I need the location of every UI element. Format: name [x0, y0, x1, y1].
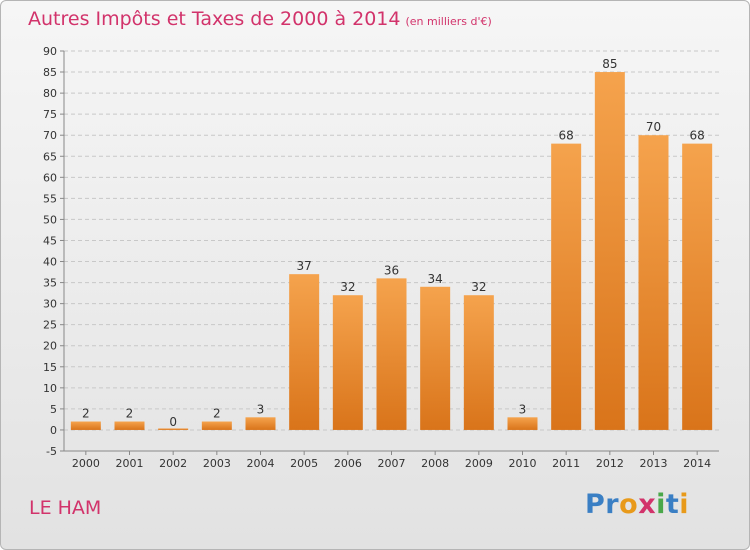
bar-2007 [376, 278, 407, 430]
bar-2009 [463, 295, 494, 430]
data-label-2007: 36 [384, 263, 399, 277]
logo-letter: i [656, 489, 666, 520]
x-tick-label: 2014 [683, 457, 711, 470]
x-tick-label: 2011 [552, 457, 580, 470]
y-tick-label: 85 [43, 66, 57, 79]
bar-2000 [70, 421, 101, 430]
y-tick-label: 80 [43, 87, 57, 100]
y-tick-label: 20 [43, 340, 57, 353]
bar-2002 [158, 428, 189, 430]
y-tick-label: 5 [50, 403, 57, 416]
x-tick-label: 2000 [72, 457, 100, 470]
y-tick-label: -5 [46, 445, 57, 458]
y-tick-label: 0 [50, 424, 57, 437]
data-label-2003: 2 [213, 407, 221, 421]
y-tick-label: 55 [43, 192, 57, 205]
x-tick-label: 2013 [640, 457, 668, 470]
bar-2008 [420, 286, 451, 430]
bar-2004 [245, 417, 276, 430]
y-tick-label: 45 [43, 234, 57, 247]
bar-2010 [507, 417, 538, 430]
y-tick-label: 70 [43, 129, 57, 142]
logo-letter: P [585, 489, 606, 520]
x-tick-label: 2003 [203, 457, 231, 470]
x-axis-labels: 2000 2001 2002 2003 2004 2005 2006 2007 2008 2009… [72, 451, 711, 470]
logo-letter: t [665, 489, 680, 520]
data-label-2010: 3 [519, 402, 527, 416]
logo-letter: i [679, 489, 690, 520]
data-label-2013: 70 [646, 120, 661, 134]
bar-2012 [594, 72, 625, 430]
data-label-2008: 34 [428, 272, 443, 286]
bars [70, 72, 713, 430]
bar-2001 [114, 421, 145, 430]
chart-title: Autres Impôts et Taxes de 2000 à 2014 (en… [28, 8, 492, 30]
y-tick-label: 15 [43, 361, 57, 374]
y-tick-label: 75 [43, 108, 57, 121]
logo-letter: r [605, 489, 620, 520]
x-tick-label: 2006 [334, 457, 362, 470]
place-name: LE HAM [29, 497, 102, 519]
y-tick-label: 50 [43, 213, 57, 226]
data-label-2006: 32 [340, 280, 355, 294]
y-tick-label: 35 [43, 277, 57, 290]
bar-2006 [332, 295, 363, 430]
x-tick-label: 2010 [509, 457, 537, 470]
logo-letter: o [619, 489, 639, 520]
x-tick-label: 2005 [290, 457, 318, 470]
bar-2013 [638, 135, 669, 430]
proxiti-logo: Proxiti [585, 489, 689, 520]
y-tick-label: 10 [43, 382, 57, 395]
bar-2011 [551, 143, 582, 430]
y-tick-label: 25 [43, 319, 57, 332]
data-label-2002: 0 [169, 415, 177, 429]
y-tick-label: 30 [43, 298, 57, 311]
y-tick-label: 60 [43, 171, 57, 184]
x-tick-label: 2007 [378, 457, 406, 470]
x-tick-label: 2004 [247, 457, 275, 470]
data-label-2004: 3 [257, 402, 265, 416]
x-tick-label: 2008 [421, 457, 449, 470]
data-label-2005: 37 [297, 259, 312, 273]
x-tick-label: 2012 [596, 457, 624, 470]
data-label-2011: 68 [559, 129, 574, 143]
data-label-2001: 2 [126, 407, 134, 421]
data-labels: 2 2 0 2 3 37 32 36 34 32 3 68 85 70 68 [82, 57, 705, 429]
title-unit: (en milliers d'€) [405, 15, 492, 28]
data-label-2012: 85 [602, 57, 617, 71]
x-tick-label: 2009 [465, 457, 493, 470]
data-label-2000: 2 [82, 407, 90, 421]
bar-2003 [201, 421, 232, 430]
logo-letter: x [638, 489, 657, 520]
y-tick-label: 40 [43, 256, 57, 269]
title-text: Autres Impôts et Taxes de 2000 à 2014 [28, 8, 401, 30]
data-label-2009: 32 [471, 280, 486, 294]
bar-2014 [682, 143, 713, 430]
data-label-2014: 68 [690, 129, 705, 143]
y-tick-label: 90 [43, 45, 57, 58]
x-tick-label: 2002 [159, 457, 187, 470]
y-tick-label: 65 [43, 150, 57, 163]
x-tick-label: 2001 [116, 457, 144, 470]
bar-2005 [289, 274, 320, 430]
